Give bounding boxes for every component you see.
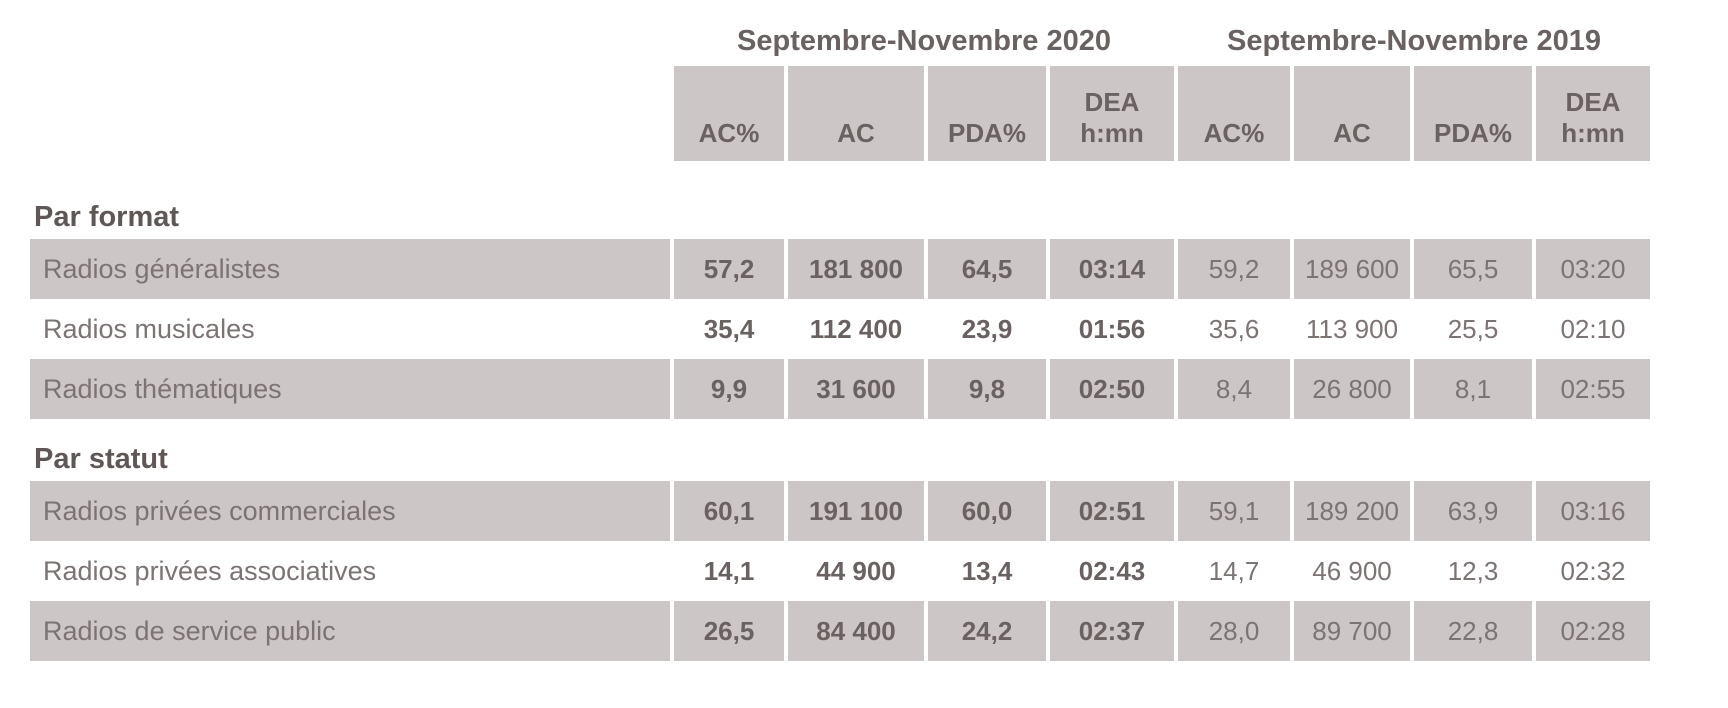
value-ac-pct-2019: 28,0 bbox=[1178, 601, 1290, 661]
value-dea-2020: 03:14 bbox=[1050, 239, 1174, 299]
section-title-par-statut: Par statut bbox=[34, 443, 168, 475]
value-dea-2020: 02:50 bbox=[1050, 359, 1174, 419]
value-pda-pct-2020: 60,0 bbox=[928, 481, 1046, 541]
value-ac-2019: 189 200 bbox=[1294, 481, 1410, 541]
value-ac-2020: 181 800 bbox=[788, 239, 924, 299]
dea-line2: h:mn bbox=[1561, 117, 1625, 148]
dea-line1: DEA bbox=[1084, 86, 1140, 117]
value-dea-2019: 03:16 bbox=[1536, 481, 1650, 541]
value-ac-pct-2020: 57,2 bbox=[674, 239, 784, 299]
value-dea-2020: 02:37 bbox=[1050, 601, 1174, 661]
col-header-ac-pct-2020: AC% bbox=[674, 66, 784, 161]
value-dea-2019: 02:32 bbox=[1560, 555, 1626, 586]
value-ac-2019: 89 700 bbox=[1294, 601, 1410, 661]
value-ac-2019: 26 800 bbox=[1294, 359, 1410, 419]
value-ac-2019: 113 900 bbox=[1305, 313, 1399, 344]
value-ac-2020: 112 400 bbox=[809, 313, 903, 344]
table-row-radios-generalistes: Radios généralistes 57,2 181 800 64,5 03… bbox=[30, 239, 1650, 299]
value-pda-pct-2019: 22,8 bbox=[1414, 601, 1532, 661]
value-ac-pct-2020: 35,4 bbox=[703, 313, 755, 344]
value-ac-pct-2019: 8,4 bbox=[1178, 359, 1290, 419]
radio-audience-table: Septembre-Novembre 2020 Septembre-Novemb… bbox=[26, 22, 1654, 661]
value-pda-pct-2020: 23,9 bbox=[961, 313, 1013, 344]
value-ac-2020: 191 100 bbox=[788, 481, 924, 541]
dea-line2: h:mn bbox=[1080, 117, 1144, 148]
period-header-row: Septembre-Novembre 2020 Septembre-Novemb… bbox=[30, 22, 1650, 66]
value-ac-pct-2020: 14,1 bbox=[703, 555, 755, 586]
empty-corner bbox=[30, 66, 670, 161]
col-header-dea-2020: DEA h:mn bbox=[1050, 66, 1174, 161]
value-ac-2020: 31 600 bbox=[788, 359, 924, 419]
col-header-pda-pct-2019: PDA% bbox=[1414, 66, 1532, 161]
value-ac-2019: 46 900 bbox=[1312, 555, 1392, 586]
table-row-radios-thematiques: Radios thématiques 9,9 31 600 9,8 02:50 … bbox=[30, 359, 1650, 419]
value-pda-pct-2019: 65,5 bbox=[1414, 239, 1532, 299]
section-heading-row: Par statut bbox=[30, 419, 1650, 481]
value-dea-2020: 02:51 bbox=[1050, 481, 1174, 541]
value-pda-pct-2019: 63,9 bbox=[1414, 481, 1532, 541]
col-header-ac-2020: AC bbox=[788, 66, 924, 161]
value-ac-pct-2019: 59,1 bbox=[1178, 481, 1290, 541]
value-dea-2019: 02:28 bbox=[1536, 601, 1650, 661]
table-row-radios-privees-commerciales: Radios privées commerciales 60,1 191 100… bbox=[30, 481, 1650, 541]
value-ac-pct-2020: 26,5 bbox=[674, 601, 784, 661]
row-label: Radios généralistes bbox=[30, 239, 670, 299]
period-2020-header: Septembre-Novembre 2020 bbox=[737, 25, 1111, 57]
value-ac-2020: 44 900 bbox=[816, 555, 896, 586]
col-header-ac-pct-2019: AC% bbox=[1178, 66, 1290, 161]
row-label: Radios thématiques bbox=[30, 359, 670, 419]
dea-line1: DEA bbox=[1565, 86, 1621, 117]
value-ac-2020: 84 400 bbox=[788, 601, 924, 661]
value-pda-pct-2020: 64,5 bbox=[928, 239, 1046, 299]
table-row-radios-privees-associatives: Radios privées associatives 14,1 44 900 … bbox=[30, 541, 1650, 601]
row-label: Radios musicales bbox=[43, 313, 255, 344]
value-dea-2020: 02:43 bbox=[1078, 555, 1146, 586]
value-ac-pct-2019: 14,7 bbox=[1208, 555, 1260, 586]
row-label: Radios de service public bbox=[30, 601, 670, 661]
col-header-ac-2019: AC bbox=[1294, 66, 1410, 161]
value-ac-pct-2019: 35,6 bbox=[1208, 313, 1260, 344]
value-ac-pct-2019: 59,2 bbox=[1178, 239, 1290, 299]
empty-corner bbox=[30, 22, 670, 66]
col-header-dea-2019: DEA h:mn bbox=[1536, 66, 1650, 161]
row-label: Radios privées commerciales bbox=[30, 481, 670, 541]
period-2019-header: Septembre-Novembre 2019 bbox=[1227, 25, 1601, 57]
column-header-row: AC% AC PDA% DEA h:mn AC% AC PDA% DEA h:m… bbox=[30, 66, 1650, 161]
value-ac-pct-2020: 60,1 bbox=[674, 481, 784, 541]
value-pda-pct-2019: 8,1 bbox=[1414, 359, 1532, 419]
value-pda-pct-2019: 25,5 bbox=[1447, 313, 1499, 344]
row-label: Radios privées associatives bbox=[43, 555, 377, 586]
value-dea-2019: 03:20 bbox=[1536, 239, 1650, 299]
value-ac-pct-2020: 9,9 bbox=[674, 359, 784, 419]
table-row-radios-de-service-public: Radios de service public 26,5 84 400 24,… bbox=[30, 601, 1650, 661]
value-dea-2020: 01:56 bbox=[1078, 313, 1146, 344]
value-pda-pct-2020: 24,2 bbox=[928, 601, 1046, 661]
value-ac-2019: 189 600 bbox=[1294, 239, 1410, 299]
value-pda-pct-2020: 9,8 bbox=[928, 359, 1046, 419]
value-dea-2019: 02:10 bbox=[1560, 313, 1626, 344]
col-header-pda-pct-2020: PDA% bbox=[928, 66, 1046, 161]
value-pda-pct-2020: 13,4 bbox=[961, 555, 1013, 586]
value-pda-pct-2019: 12,3 bbox=[1447, 555, 1499, 586]
section-title-par-format: Par format bbox=[34, 201, 180, 233]
table-row-radios-musicales: Radios musicales 35,4 112 400 23,9 01:56… bbox=[30, 299, 1650, 359]
section-heading-row: Par format bbox=[30, 161, 1650, 239]
value-dea-2019: 02:55 bbox=[1536, 359, 1650, 419]
